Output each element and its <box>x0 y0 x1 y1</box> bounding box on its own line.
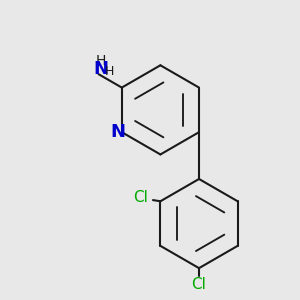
Text: Cl: Cl <box>192 277 206 292</box>
Text: H: H <box>95 54 106 68</box>
Text: N: N <box>93 60 108 78</box>
Text: N: N <box>110 123 125 141</box>
Text: H: H <box>105 65 114 78</box>
Text: Cl: Cl <box>133 190 148 205</box>
